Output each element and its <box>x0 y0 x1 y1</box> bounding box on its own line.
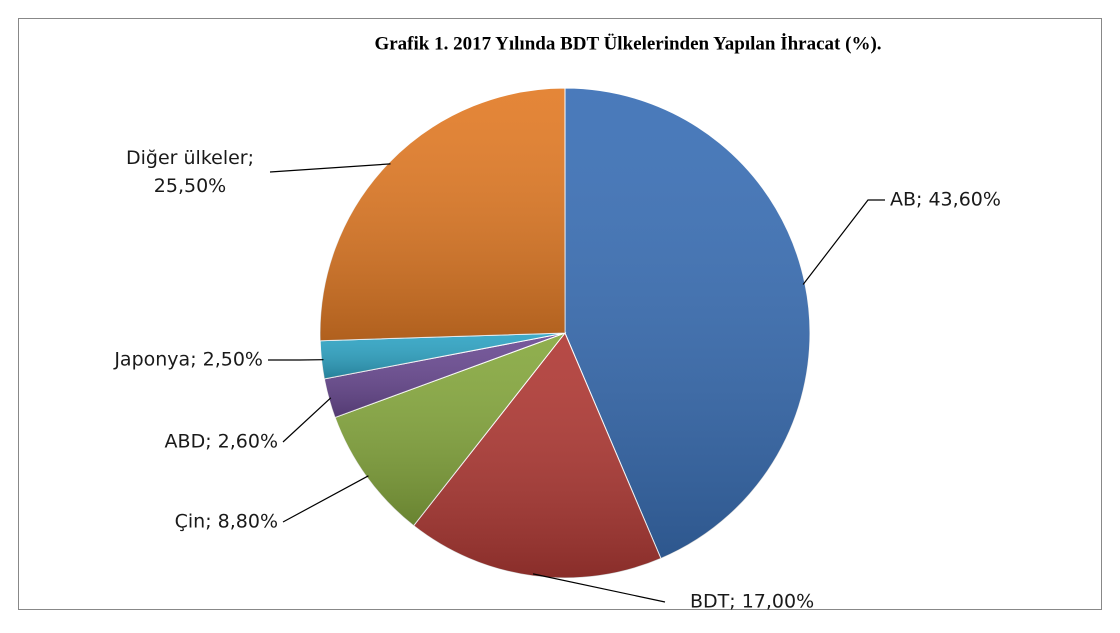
data-label: BDT; 17,00% <box>690 591 814 613</box>
label-line: Diğer ülkeler; <box>126 147 254 169</box>
data-label: Çin; 8,80% <box>175 511 278 533</box>
data-label: AB; 43,60% <box>890 189 1001 211</box>
chart-title: Grafik 1. 2017 Yılında BDT Ülkelerinden … <box>374 33 881 54</box>
label-line: 25,50% <box>154 175 226 197</box>
data-label: Japonya; 2,50% <box>113 349 263 371</box>
data-label: ABD; 2,60% <box>165 431 278 453</box>
pie: ABBDTÇinABDJaponyaDiğer ülkeler <box>320 88 810 578</box>
